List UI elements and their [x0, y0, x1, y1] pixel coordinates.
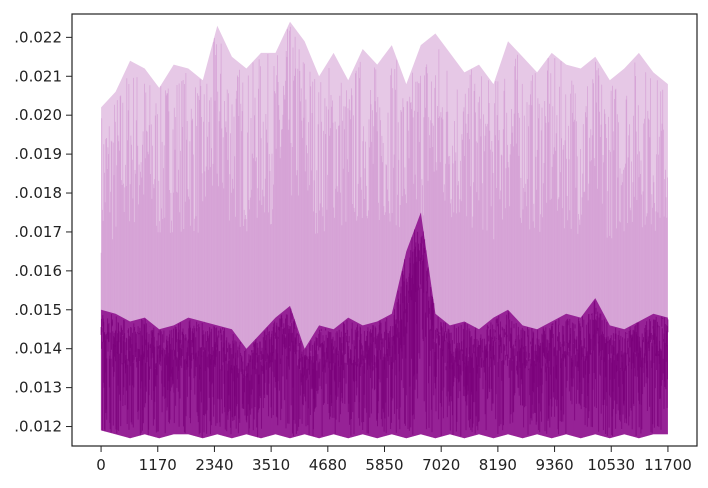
y-tick-label: .0.014 — [14, 340, 62, 358]
y-tick-label: .0.019 — [14, 145, 62, 163]
x-tick-label: 7020 — [422, 456, 460, 474]
y-tick-label: .0.013 — [14, 379, 62, 397]
y-tick-label: .0.021 — [14, 67, 62, 85]
y-tick-label: .0.017 — [14, 223, 62, 241]
x-tick-label: 9360 — [535, 456, 573, 474]
y-tick-label: .0.022 — [14, 28, 62, 46]
x-tick-label: 8190 — [479, 456, 517, 474]
data-layer — [100, 21, 669, 439]
x-tick-label: 11700 — [644, 456, 692, 474]
y-tick-label: .0.016 — [14, 262, 62, 280]
x-tick-label: 3510 — [252, 456, 290, 474]
x-tick-label: 0 — [96, 456, 106, 474]
x-tick-label: 1170 — [139, 456, 177, 474]
x-tick-label: 4680 — [309, 456, 347, 474]
y-tick-label: .0.018 — [14, 184, 62, 202]
x-tick-label: 10530 — [587, 456, 635, 474]
x-axis: 0 1170 2340 3510 4680 5850 7020 8190 9360 10530 11… — [96, 446, 692, 474]
y-tick-label: .0.015 — [14, 301, 62, 319]
y-tick-label: .0.020 — [14, 106, 62, 124]
core-texture — [100, 229, 669, 438]
y-axis: .0.012 .0.013 .0.014 .0.015 .0.016 .0.017 .0.0… — [14, 28, 72, 436]
x-tick-label: 5850 — [365, 456, 403, 474]
y-tick-label: .0.012 — [14, 418, 62, 436]
x-tick-label: 2340 — [195, 456, 233, 474]
